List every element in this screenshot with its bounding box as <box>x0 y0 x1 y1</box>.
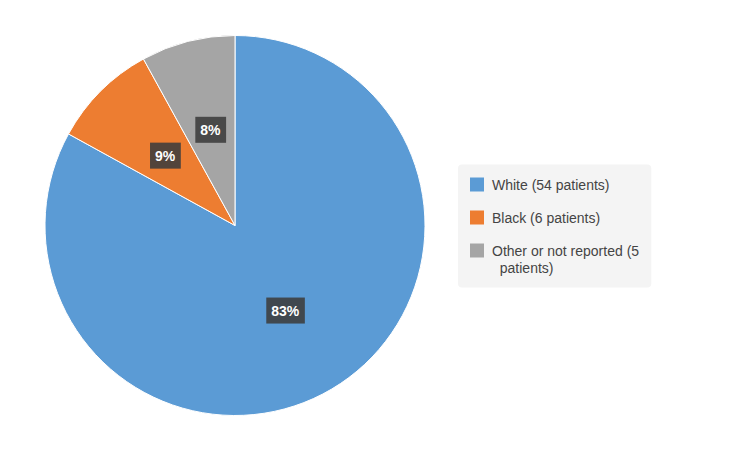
data-label-box <box>266 298 305 324</box>
chart-container: 83% 9% 8% White (54 patients) Black (6 patie… <box>0 0 752 451</box>
legend-swatch <box>470 211 484 225</box>
pie-slice <box>143 36 235 226</box>
legend-swatch <box>470 178 484 192</box>
chart: 83% 9% 8% White (54 patients) Black (6 patie… <box>0 0 752 451</box>
data-label: 9% <box>155 148 176 164</box>
data-label-box <box>195 117 226 143</box>
legend-label: Black (6 patients) <box>492 210 600 226</box>
pie <box>45 36 425 416</box>
data-label: 8% <box>200 122 221 138</box>
legend-label: Other or not reported (5 patients) <box>492 243 639 276</box>
data-label-box <box>150 143 181 169</box>
legend: White (54 patients) Black (6 patients) Oth… <box>458 165 651 288</box>
legend-swatch <box>470 244 484 258</box>
data-label: 83% <box>271 303 300 319</box>
pie-slice <box>45 36 425 416</box>
legend-box <box>458 165 651 288</box>
legend-label: White (54 patients) <box>492 177 610 193</box>
data-labels: 83% 9% 8% <box>150 117 305 324</box>
